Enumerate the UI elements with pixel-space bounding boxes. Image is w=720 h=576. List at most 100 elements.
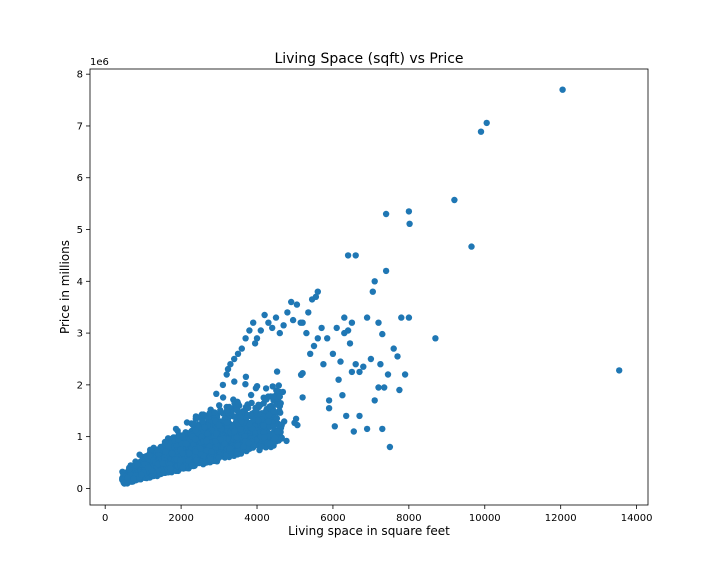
y-tick-label: 1 — [77, 432, 83, 443]
data-point — [221, 440, 228, 447]
x-tick-label: 6000 — [320, 513, 345, 524]
data-point — [234, 442, 241, 449]
data-point — [190, 441, 197, 448]
data-point — [262, 385, 270, 392]
data-point — [271, 434, 279, 442]
data-point — [216, 422, 223, 429]
data-point — [159, 460, 166, 467]
data-point — [331, 423, 338, 430]
y-tick-label: 4 — [77, 277, 83, 288]
y-tick-label: 7 — [77, 121, 83, 132]
data-point — [394, 353, 401, 360]
data-point — [199, 418, 206, 425]
y-axis-label: Price in millions — [58, 240, 72, 334]
data-point — [382, 210, 390, 218]
data-point — [146, 452, 153, 459]
data-point — [124, 474, 131, 481]
data-point — [405, 314, 413, 321]
data-point — [179, 450, 186, 457]
x-tick-label: 8000 — [396, 513, 421, 524]
data-point — [314, 335, 321, 342]
y-axis-ticks: 0 1 2 3 4 5 6 7 8 — [77, 70, 90, 495]
data-point — [292, 415, 300, 422]
data-point — [223, 407, 231, 414]
data-point — [134, 461, 141, 468]
data-point — [172, 425, 180, 433]
y-tick-label: 6 — [77, 173, 83, 184]
data-point — [136, 451, 143, 458]
data-point — [245, 404, 252, 412]
x-axis-label: Living space in square feet — [288, 524, 450, 538]
data-point — [396, 386, 403, 394]
data-point — [325, 405, 333, 412]
data-point — [333, 324, 340, 332]
data-point — [260, 434, 268, 441]
data-point — [168, 450, 176, 457]
data-point — [201, 423, 208, 431]
data-point — [348, 368, 356, 376]
data-point — [401, 371, 409, 378]
data-point — [371, 397, 378, 404]
data-point — [307, 350, 314, 357]
x-tick-label: 10000 — [469, 513, 501, 524]
data-point — [235, 400, 242, 408]
data-point — [367, 355, 375, 363]
data-point — [382, 267, 390, 275]
data-point — [193, 456, 200, 464]
data-point — [276, 393, 283, 400]
data-point — [257, 327, 264, 334]
data-point — [207, 456, 214, 463]
data-point — [432, 335, 439, 342]
data-point — [324, 335, 331, 342]
data-point — [231, 428, 238, 435]
data-point — [616, 367, 623, 374]
data-point — [252, 407, 260, 415]
data-point — [350, 428, 357, 435]
data-point — [234, 350, 242, 357]
data-point — [206, 410, 213, 417]
data-point — [269, 393, 277, 400]
data-point — [260, 422, 267, 429]
data-point — [314, 288, 321, 295]
data-point — [126, 466, 133, 473]
data-point — [154, 446, 161, 453]
data-point — [154, 460, 162, 468]
data-point — [186, 450, 193, 457]
data-point — [379, 330, 386, 338]
data-point — [219, 381, 227, 389]
data-point — [203, 447, 211, 454]
data-point — [241, 433, 248, 440]
data-point — [284, 309, 291, 316]
data-point — [161, 438, 169, 446]
chart-title: Living Space (sqft) vs Price — [274, 51, 463, 67]
data-point — [273, 415, 281, 422]
data-point — [277, 400, 284, 407]
data-point — [360, 363, 367, 370]
data-point — [477, 128, 485, 135]
y-tick-label: 8 — [77, 70, 83, 81]
data-point — [240, 443, 247, 450]
data-point — [390, 345, 397, 352]
y-tick-label: 5 — [77, 225, 83, 236]
data-point — [369, 288, 376, 295]
data-point — [279, 388, 287, 396]
data-point — [320, 361, 327, 368]
data-point — [234, 451, 241, 458]
data-point — [276, 407, 283, 415]
data-point — [237, 426, 244, 433]
data-point — [215, 454, 222, 461]
data-point — [177, 457, 184, 464]
data-point — [278, 435, 285, 442]
data-point — [179, 433, 186, 441]
data-point — [211, 409, 218, 416]
data-point — [371, 278, 378, 285]
data-point — [216, 402, 223, 409]
data-point — [245, 439, 253, 447]
x-tick-label: 2000 — [168, 513, 193, 524]
data-point — [179, 464, 186, 471]
data-point — [204, 430, 211, 437]
data-point — [318, 324, 325, 332]
data-point — [269, 383, 276, 390]
data-point — [483, 119, 490, 127]
